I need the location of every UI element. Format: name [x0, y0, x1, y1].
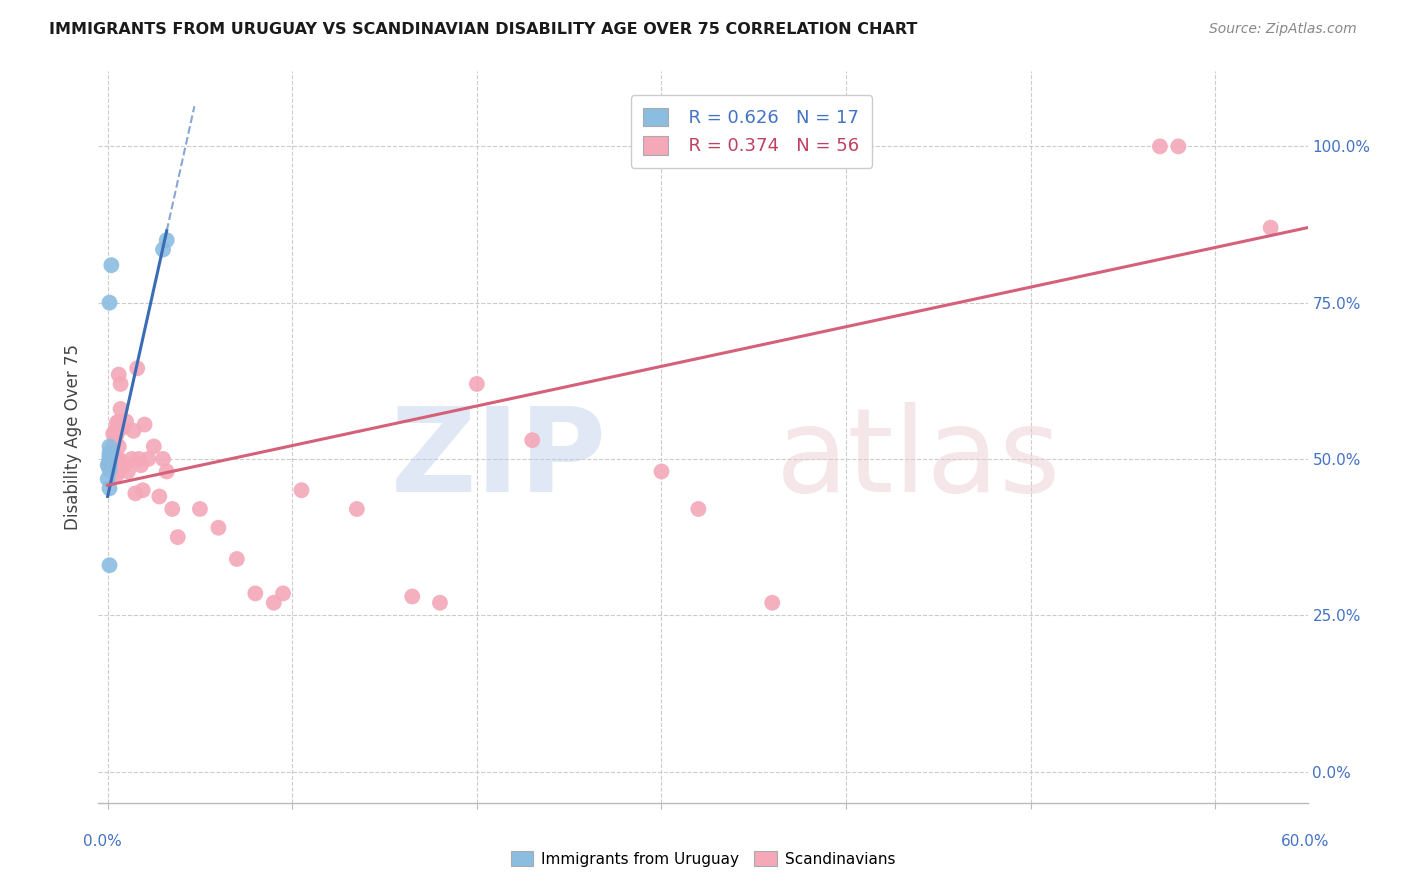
Point: [98, 481, 121, 495]
Point: [105, 452, 128, 467]
Point: [104, 424, 127, 438]
Point: [245, 586, 267, 600]
Text: atlas: atlas: [776, 401, 1062, 516]
Point: [110, 420, 132, 434]
Text: 0.0%: 0.0%: [83, 834, 122, 848]
Point: [107, 414, 129, 428]
Point: [98, 458, 121, 472]
Point: [156, 233, 179, 247]
Point: [207, 521, 229, 535]
Point: [111, 420, 134, 434]
Point: [761, 596, 783, 610]
Point: [103, 452, 125, 467]
Point: [105, 416, 128, 430]
Text: IMMIGRANTS FROM URUGUAY VS SCANDINAVIAN DISABILITY AGE OVER 75 CORRELATION CHART: IMMIGRANTS FROM URUGUAY VS SCANDINAVIAN …: [49, 22, 918, 37]
Text: Source: ZipAtlas.com: Source: ZipAtlas.com: [1209, 22, 1357, 37]
Point: [134, 417, 156, 432]
Legend:   R = 0.626   N = 17,   R = 0.374   N = 56: R = 0.626 N = 17, R = 0.374 N = 56: [630, 95, 872, 168]
Point: [121, 452, 143, 467]
Point: [104, 461, 127, 475]
Point: [107, 440, 129, 454]
Point: [142, 440, 165, 454]
Point: [98, 449, 121, 463]
Point: [107, 452, 129, 467]
Point: [156, 465, 179, 479]
Point: [104, 449, 127, 463]
Point: [98, 452, 121, 467]
Point: [107, 465, 129, 479]
Point: [98, 440, 121, 454]
Point: [225, 552, 247, 566]
Point: [98, 452, 121, 467]
Point: [429, 596, 451, 610]
Point: [650, 465, 672, 479]
Point: [100, 447, 122, 461]
Point: [401, 590, 423, 604]
Point: [103, 446, 125, 460]
Point: [103, 461, 125, 475]
Point: [110, 376, 132, 391]
Point: [97, 458, 120, 473]
Point: [263, 596, 285, 610]
Point: [98, 459, 121, 474]
Point: [105, 424, 128, 438]
Point: [1260, 220, 1282, 235]
Point: [104, 465, 127, 479]
Point: [1351, 502, 1374, 516]
Point: [148, 490, 170, 504]
Point: [127, 361, 149, 376]
Y-axis label: Disability Age Over 75: Disability Age Over 75: [65, 344, 83, 530]
Point: [290, 483, 312, 498]
Point: [100, 258, 122, 272]
Point: [98, 558, 121, 573]
Point: [152, 243, 174, 257]
Point: [465, 376, 488, 391]
Point: [97, 472, 120, 486]
Point: [98, 446, 121, 460]
Point: [688, 502, 710, 516]
Point: [98, 295, 121, 310]
Point: [132, 483, 155, 498]
Point: [105, 467, 128, 482]
Point: [162, 502, 184, 516]
Point: [124, 486, 146, 500]
Point: [98, 458, 121, 473]
Point: [107, 368, 129, 382]
Text: 60.0%: 60.0%: [1281, 834, 1329, 848]
Point: [1167, 139, 1189, 153]
Point: [1149, 139, 1171, 153]
Point: [103, 426, 125, 441]
Point: [129, 458, 152, 473]
Legend: Immigrants from Uruguay, Scandinavians: Immigrants from Uruguay, Scandinavians: [510, 851, 896, 866]
Point: [117, 465, 139, 479]
Point: [152, 452, 174, 467]
Point: [166, 530, 188, 544]
Point: [188, 502, 211, 516]
Text: ZIP: ZIP: [391, 401, 606, 516]
Point: [100, 446, 122, 460]
Point: [136, 452, 159, 467]
Point: [98, 463, 121, 477]
Point: [103, 440, 125, 454]
Point: [271, 586, 294, 600]
Point: [105, 426, 128, 441]
Point: [104, 434, 127, 448]
Point: [100, 455, 122, 469]
Point: [522, 434, 544, 448]
Point: [110, 401, 132, 416]
Point: [98, 455, 121, 469]
Point: [122, 424, 145, 438]
Point: [346, 502, 368, 516]
Point: [115, 414, 138, 428]
Point: [128, 452, 150, 467]
Point: [112, 458, 135, 473]
